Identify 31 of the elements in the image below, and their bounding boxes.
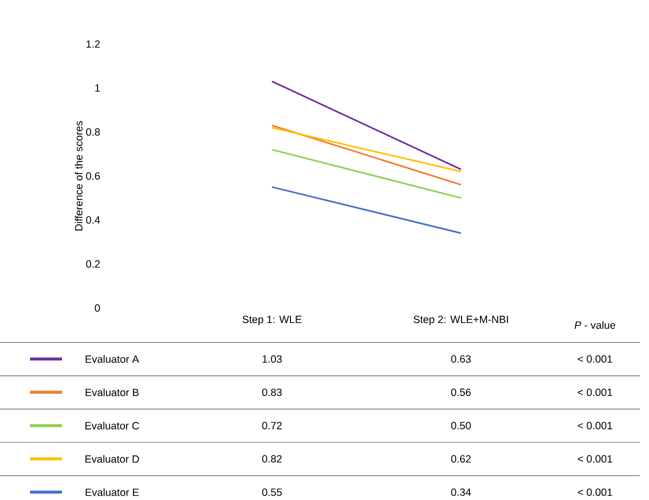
data-label: 0.50 <box>451 422 471 430</box>
data-label: 0.63 <box>451 355 471 363</box>
data-label: 0.56 <box>451 388 471 396</box>
text: < 0.001 <box>578 422 612 430</box>
data-label: 0.72 <box>262 422 282 430</box>
x-tick-label: Step 2: WLE+M-NBI <box>414 316 508 326</box>
y-tick-label: 0.4 <box>86 216 100 224</box>
text: < 0.001 <box>578 355 612 363</box>
data-label: 0.34 <box>451 488 471 496</box>
text: < 0.001 <box>578 488 612 496</box>
data-label: 0.82 <box>262 455 282 463</box>
x-tick-label: Step 1: WLE <box>242 316 302 326</box>
data-label: 0.83 <box>262 388 282 396</box>
text: P - value <box>574 321 616 329</box>
text: < 0.001 <box>578 388 612 396</box>
y-tick-label: 0.6 <box>86 172 100 180</box>
y-tick-label: 0 <box>94 304 100 312</box>
legend-label: Evaluator E <box>86 488 139 496</box>
legend-label: Evaluator D <box>85 455 139 463</box>
y-tick-label: 1.2 <box>86 40 100 48</box>
legend-label: Evaluator A <box>86 355 140 363</box>
y-tick-label: 0.2 <box>86 260 100 268</box>
text: < 0.001 <box>578 455 612 463</box>
data-label: 0.62 <box>451 455 471 463</box>
legend-label: Evaluator C <box>85 422 140 430</box>
data-label: 1.03 <box>262 355 282 363</box>
y-tick-label: 1 <box>95 84 100 92</box>
y-axis-title: Difference of the scores <box>74 121 83 230</box>
y-tick-label: 0.8 <box>86 128 100 136</box>
legend-label: Evaluator B <box>86 388 139 396</box>
data-label: 0.55 <box>262 488 282 496</box>
